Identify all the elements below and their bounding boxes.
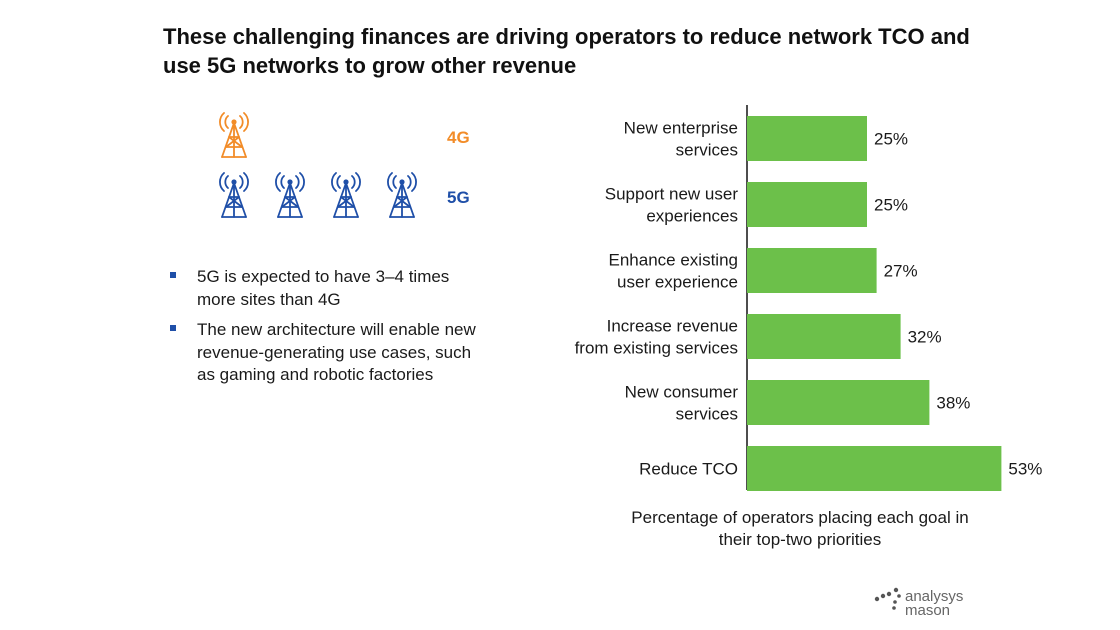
bullet-list: 5G is expected to have 3–4 times more si… [170,266,490,395]
bar [747,248,877,293]
bar [747,380,930,425]
cell-tower-icon [331,172,361,218]
category-label: Enhance existing user experience [609,251,738,292]
bar [747,182,867,227]
logo-text-line2: mason [905,602,951,619]
bar-value-label: 53% [1008,460,1042,479]
bar-value-label: 38% [936,394,970,413]
cell-tower-icon [219,172,249,218]
square-bullet-icon [170,325,176,331]
category-label: Support new user experiences [605,185,739,226]
bar-value-label: 32% [908,328,942,347]
category-label: Reduce TCO [639,460,738,479]
logo-text-line1: analysys [905,588,964,605]
priorities-bar-chart: 25% New enterprise services 25% Support new … [575,105,1042,491]
chart-x-axis-title: Percentage of operators placing each goa… [631,508,969,549]
5g-label: 5G [447,188,470,207]
page-title: These challenging finances are driving o… [163,24,970,78]
category-label: New enterprise services [624,119,738,160]
bar-value-label: 27% [884,262,918,281]
bar [747,314,901,359]
cell-tower-icon [275,172,305,218]
bar-value-label: 25% [874,196,908,215]
logo-dots-icon [874,587,901,610]
bar [747,446,1002,491]
4g-label: 4G [447,128,470,147]
bullet-item: The new architecture will enable new rev… [170,319,490,387]
bullet-text: 5G is expected to have 3–4 times more si… [197,267,450,309]
cell-tower-icon [219,112,249,158]
bar [747,116,867,161]
category-label: New consumer services [625,383,739,424]
cell-tower-icon [387,172,417,218]
analysys-mason-logo: analysys mason [874,584,984,624]
bullet-text: The new architecture will enable new rev… [197,320,476,384]
bullet-item: 5G is expected to have 3–4 times more si… [170,266,490,311]
square-bullet-icon [170,272,176,278]
category-label: Increase revenue from existing services [575,317,738,358]
bar-value-label: 25% [874,130,908,149]
